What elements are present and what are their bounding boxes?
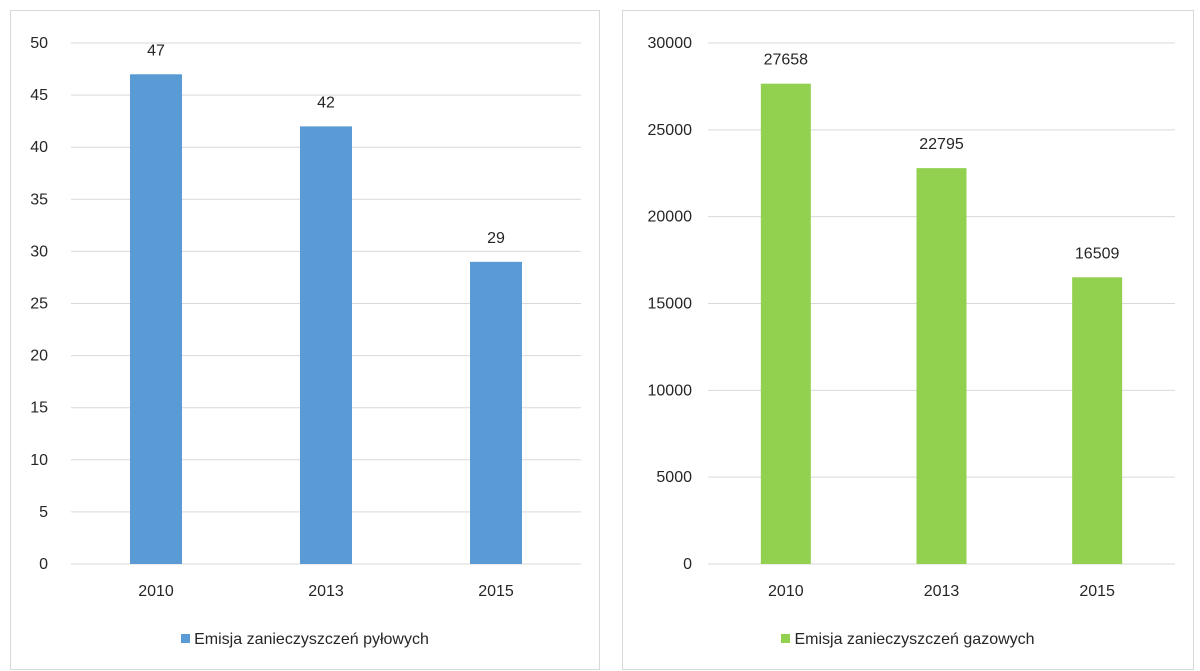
y-tick-label: 10 [30,452,48,469]
legend-label-gas: Emisja zanieczyszczeń gazowych [794,631,1035,648]
y-tick-label: 15 [30,400,48,417]
chart-panel-dust: 0 5 10 15 20 25 30 35 40 45 50 47 2010 42 2013 29 2015 E… [10,10,600,670]
y-tick-label: 15000 [648,296,693,313]
x-tick-label: 2013 [308,583,344,600]
bar [1072,277,1123,564]
bar [300,126,352,565]
y-tick-label: 5 [39,504,48,521]
chart-panel-gas: 0 5000 10000 15000 20000 25000 30000 27658 2010 2… [622,10,1194,670]
bar [916,168,967,564]
data-label: 16509 [1075,245,1120,262]
legend-label-dust: Emisja zanieczyszczeń pyłowych [194,631,429,648]
y-tick-label: 30 [30,243,48,260]
bar [470,261,522,564]
x-tick-label: 2010 [768,583,804,600]
legend-swatch-gas [781,634,791,644]
bar [130,74,182,564]
y-tick-label: 45 [30,87,48,104]
y-tick-label: 20 [30,348,48,365]
legend-gas: Emisja zanieczyszczeń gazowych [623,631,1193,649]
x-tick-label: 2015 [1079,583,1115,600]
y-tick-label: 30000 [648,35,693,52]
x-tick-label: 2010 [138,583,174,600]
data-label: 22795 [919,136,964,153]
data-label: 42 [317,94,335,111]
y-tick-label: 50 [30,35,48,52]
bar [760,83,811,564]
x-tick-label: 2013 [924,583,960,600]
y-tick-label: 0 [683,556,692,573]
legend-swatch-dust [181,634,191,644]
y-tick-label: 25000 [648,122,693,139]
y-tick-label: 40 [30,139,48,156]
x-tick-label: 2015 [478,583,514,600]
y-tick-label: 10000 [648,382,693,399]
data-label: 47 [147,42,165,59]
y-tick-label: 0 [39,556,48,573]
data-label: 29 [487,230,505,247]
y-tick-label: 25 [30,296,48,313]
legend-dust: Emisja zanieczyszczeń pyłowych [11,631,599,649]
y-tick-label: 5000 [656,469,692,486]
bar-chart-dust: 0 5 10 15 20 25 30 35 40 45 50 47 2010 42 2013 29 2015 [30,35,581,600]
bar-chart-gas: 0 5000 10000 15000 20000 25000 30000 27658 2010 2… [648,35,1175,600]
y-tick-label: 20000 [648,209,693,226]
y-tick-label: 35 [30,191,48,208]
data-label: 27658 [764,52,809,69]
